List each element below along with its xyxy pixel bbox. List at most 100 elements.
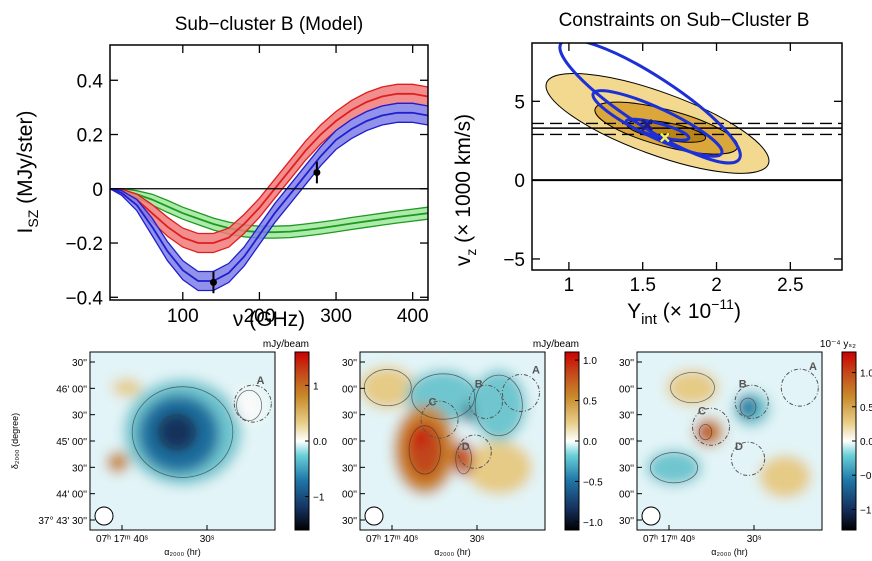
iso-contour [474,374,523,437]
emission-blob [454,441,473,477]
iso-contour [670,372,715,404]
map-x-tick-label: 07ʰ 17ᵐ 40ˢ [643,534,695,545]
x-tick-label: 1 [564,275,575,296]
emission-blob [738,396,758,418]
region-label-a: A [257,375,265,387]
region-circle [457,434,492,469]
colorbar-tick-label: 0.0 [583,437,597,448]
emission-blob [471,369,527,441]
map-x-tick-label: 30ˢ [470,534,485,545]
region-label-a: A [532,364,540,376]
colorbar-tick-label: 0.0 [313,437,327,448]
x-tick-label: 1.5 [630,275,656,296]
ylabel-main: I [14,228,37,234]
constraints-ylabel: vz (× 1000 km/s) [452,114,479,266]
map-y-tick-label: 30'' [619,358,634,369]
map-xlabel: α₂₀₀₀ (hr) [711,547,747,557]
map-x-tick-label: 07ʰ 17ᵐ 40ˢ [366,534,418,545]
region-label-b: B [739,379,747,391]
colorbar-tick-label: 1.0 [860,369,872,380]
y-tick-label: 5 [514,92,525,113]
map-y-tick-label: 44' 00'' [56,490,87,501]
map-y-tick-label: 30'' [72,411,87,422]
best-fit-markers [641,118,670,143]
emission-blob [666,369,719,406]
iso-contour [698,424,713,441]
sz-spectrum-xlabel: ν (GHz) [233,308,305,331]
map-y-tick-label: 46' 00'' [56,384,87,395]
emission-blob [698,423,713,441]
y-tick-label: 0.4 [77,71,104,92]
iso-contour [455,443,472,475]
map-y-tick-label: 00'' [342,490,357,501]
region-circle [420,400,459,439]
map-y-tick-label: 30'' [72,358,87,369]
vz-tail: (× 1000 km/s) [452,114,475,249]
map-emission-blobs [637,352,822,530]
colorbar-tick-label: 0.5 [860,403,872,414]
map-ylabel: δ₂₀₀₀ (degree) [10,413,20,469]
colorbar-tick-label: −0.5 [860,471,872,482]
xlabel-tail: (× 10 [657,300,711,323]
colorbar-unit-label: mJy/beam [533,339,579,350]
emission-blob [234,387,264,424]
xlabel-sub: int [641,311,658,328]
region-label-b: B [475,379,483,391]
map-y-tick-label: 30'' [342,463,357,474]
region-circle [692,407,730,446]
constraints-xlabel: Yint (× 10−11) [627,296,741,328]
blue-lower-edge [110,121,428,292]
y-tick-label: 0 [92,180,103,201]
x-tick-label: 400 [397,306,429,327]
emission-blob [409,426,429,449]
constraints-frame [531,42,843,271]
region-circle [734,384,769,419]
region-circle [730,441,766,476]
iso-contour [411,373,476,420]
sz-spectrum-title: Sub−cluster B (Model) [175,14,364,35]
map-y-tick-label: 30'' [342,411,357,422]
x-tick-label: 300 [320,306,352,327]
colorbar-unit-label: mJy/beam [263,339,309,350]
y-tick-label: 0.2 [77,126,103,147]
vz-sub: z [463,249,479,256]
emission-blob [465,441,533,495]
map-emission-blobs [360,352,545,530]
iso-contour [650,452,698,484]
map-y-tick-label: 00'' [342,437,357,448]
sky-maps-row: A 30'' 46' 00'' 30'' 45' 00'' 30'' 44' 00'' 37°… [10,339,872,557]
beam-circle [364,506,384,526]
map-y-tick-label: 00'' [619,384,634,395]
map-y-tick-label: 30'' [72,463,87,474]
map-y-tick-label: 30'' [619,516,634,527]
x-tick-label: 2 [711,275,722,296]
red-uncertainty-band [110,84,428,253]
blue-model-line [110,111,428,282]
sky-map-1: A 30'' 46' 00'' 30'' 45' 00'' 30'' 44' 00'' 37°… [10,339,327,557]
colorbar-tick-label: −0.5 [583,477,603,488]
red-model-line [110,92,428,244]
measurement-points [209,161,321,294]
map-xlabel: α₂₀₀₀ (hr) [164,547,200,557]
y-tick-label: −5 [503,250,525,271]
iso-contour [131,386,234,478]
colorbar-tick-label: −1.0 [583,518,603,529]
colorbar-tick-label: −1.0 [860,505,872,516]
iso-contour [363,369,412,407]
region-circle [468,384,503,419]
colorbar-tick-label: 0.0 [860,437,872,448]
y-tick-label: −0.4 [65,288,103,309]
green-lower-edge [110,188,428,239]
emission-blob [759,455,811,498]
emission-blob [646,449,702,486]
region-circle [780,368,819,407]
x-tick-label: 2.5 [777,275,803,296]
measurement-point-0 [209,278,217,286]
blue-upper-edge [110,102,428,273]
blue-contour-3 [624,117,691,142]
sz-spectrum-frame [109,44,429,301]
iso-contour [408,425,441,475]
map-y-tick-label: 45' 00'' [56,437,87,448]
green-uncertainty-band [110,188,428,239]
